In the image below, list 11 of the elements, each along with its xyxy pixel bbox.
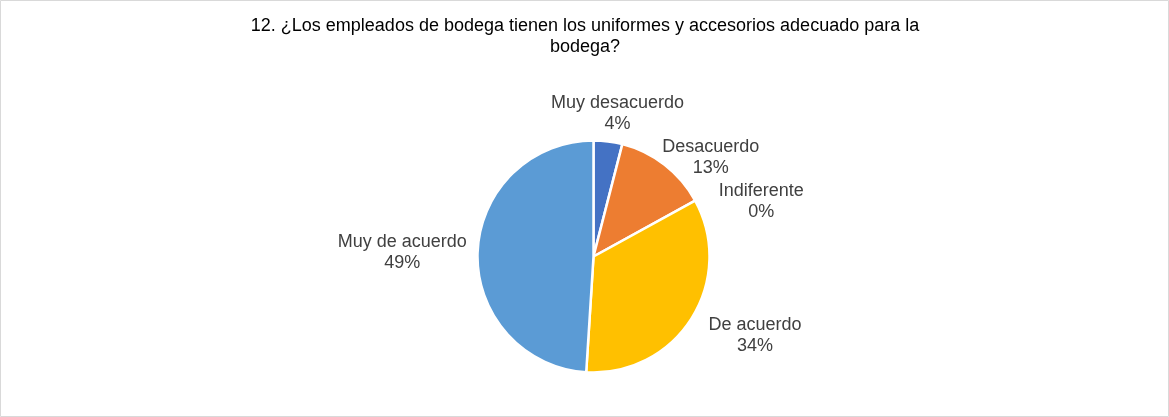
data-label: 34% (737, 334, 774, 355)
slice-label: Muy desacuerdo (550, 92, 685, 113)
slice-label: Muy de acuerdo (337, 231, 467, 252)
slice-label: De acuerdo (708, 313, 802, 334)
data-label: 49% (384, 252, 421, 273)
text: 0% (748, 201, 775, 222)
data-label: 4% (604, 113, 631, 134)
data-label: 13% (692, 157, 729, 178)
slice-label: Desacuerdo (662, 136, 760, 157)
chart-title: 12. ¿Los empleados de bodega tienen los uniformes y accesorios adecuado para la bodega? (250, 14, 921, 56)
category-label: Indiferente (718, 180, 804, 201)
